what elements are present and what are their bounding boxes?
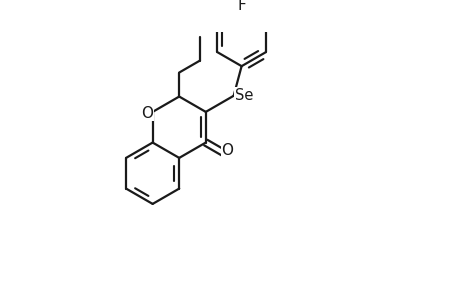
Text: O: O <box>140 106 152 121</box>
Text: Se: Se <box>235 88 253 103</box>
Text: O: O <box>221 143 233 158</box>
Text: F: F <box>237 0 246 13</box>
